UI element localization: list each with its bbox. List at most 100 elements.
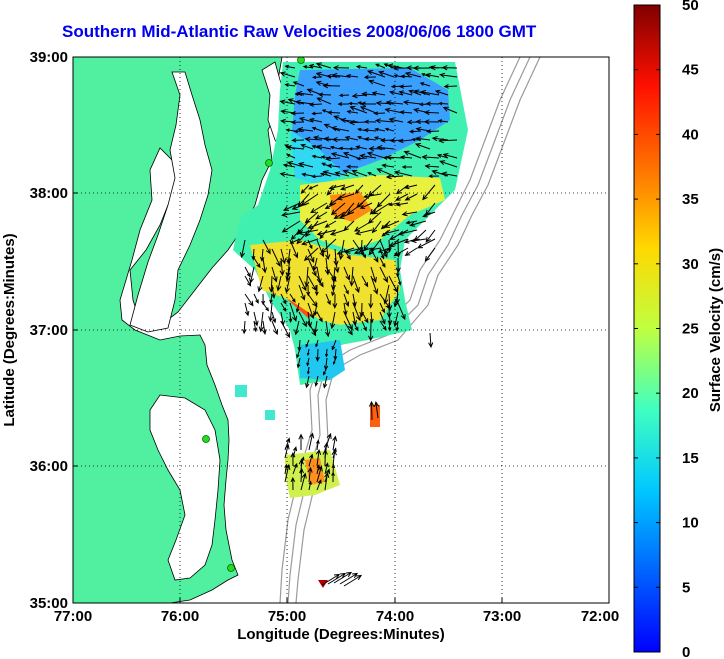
current-vectors (239, 62, 458, 587)
current-vector (284, 443, 290, 459)
current-vector (360, 101, 376, 107)
current-vector (326, 163, 341, 169)
current-vector (298, 284, 306, 301)
current-vector (280, 248, 287, 265)
current-vector (317, 92, 332, 97)
current-vector (364, 119, 377, 124)
colorbar-tick-label: 0 (682, 644, 690, 659)
grid-lines (73, 57, 609, 603)
current-vector (351, 169, 368, 177)
current-vector (330, 152, 350, 159)
current-vector (395, 184, 409, 195)
current-vector (397, 229, 418, 236)
current-vector (324, 202, 337, 210)
current-vector (325, 239, 331, 261)
current-vector (368, 320, 374, 342)
y-tick-label: 37:00 (30, 322, 68, 339)
current-vector (258, 311, 264, 333)
current-vector (244, 302, 250, 317)
current-vector (369, 247, 382, 252)
current-vector (319, 229, 328, 240)
axis-ticks (72, 56, 610, 604)
current-vector (308, 63, 323, 69)
current-vector (315, 211, 328, 220)
current-vector (412, 65, 431, 71)
current-vector (395, 239, 401, 258)
current-vector (414, 143, 431, 150)
current-vector (385, 174, 404, 180)
current-vector (423, 119, 440, 125)
current-vector (331, 339, 337, 351)
current-vector (327, 572, 347, 585)
current-vector (239, 239, 246, 259)
current-vector (296, 348, 301, 359)
x-axis-label: Longitude (Degrees:Minutes) (237, 626, 445, 643)
current-vector (311, 126, 323, 132)
station-marker (227, 564, 235, 572)
current-vector (276, 275, 282, 292)
current-vector (442, 153, 458, 159)
current-vector (378, 70, 395, 78)
current-vector (387, 63, 404, 69)
current-vector (355, 145, 368, 150)
current-vector (331, 266, 337, 283)
colorbar-tick-label: 50 (682, 0, 699, 14)
y-tick-label: 39:00 (30, 49, 68, 66)
current-vector (292, 81, 305, 87)
current-vector (397, 275, 402, 286)
current-vector (438, 101, 449, 106)
current-vector (395, 320, 400, 332)
current-vector (437, 119, 449, 123)
current-vector (330, 202, 346, 216)
y-tick-label: 36:00 (30, 458, 68, 475)
current-vector (280, 293, 287, 305)
current-vector (343, 293, 350, 307)
current-vector (315, 348, 320, 362)
current-vector (322, 170, 341, 177)
current-vector (384, 127, 395, 132)
current-vector (271, 311, 277, 324)
current-vector (289, 238, 301, 244)
current-vector (379, 257, 386, 268)
current-vector (372, 202, 391, 215)
x-tick-label: 72:00 (581, 608, 619, 625)
current-vector (338, 93, 350, 98)
current-vector (393, 74, 404, 78)
current-vector (285, 145, 305, 151)
current-vector (401, 211, 418, 217)
current-vector (314, 375, 319, 387)
current-vector (425, 101, 440, 107)
current-vector (298, 311, 307, 328)
current-vector (324, 348, 329, 358)
current-vector (368, 238, 382, 256)
current-vector (316, 479, 322, 491)
current-vector (329, 145, 341, 150)
current-vector (403, 238, 418, 244)
current-vector (349, 105, 368, 114)
current-vector (307, 257, 317, 277)
current-vector (292, 462, 298, 475)
current-vector (279, 171, 296, 177)
current-vector (371, 220, 382, 234)
current-vector (253, 257, 261, 269)
current-vector (244, 275, 252, 287)
current-vector (262, 302, 269, 312)
current-vector (398, 138, 413, 144)
current-vector (268, 302, 274, 323)
current-vector (404, 71, 422, 78)
current-vector (343, 574, 363, 587)
current-vector (291, 202, 310, 210)
current-vector (261, 320, 267, 335)
current-vector (410, 237, 427, 244)
current-vector (431, 136, 449, 142)
current-vector (342, 151, 359, 159)
current-vector (316, 97, 332, 105)
current-vector (345, 73, 359, 79)
current-vector (326, 184, 337, 196)
current-vector (333, 571, 353, 584)
current-vector (297, 229, 319, 236)
current-vector (315, 62, 332, 69)
patch-south-orange (305, 458, 325, 485)
y-tick-labels: 39:00 38:00 37:00 36:00 35:00 (30, 49, 68, 612)
chesapeake-bay (129, 71, 213, 333)
